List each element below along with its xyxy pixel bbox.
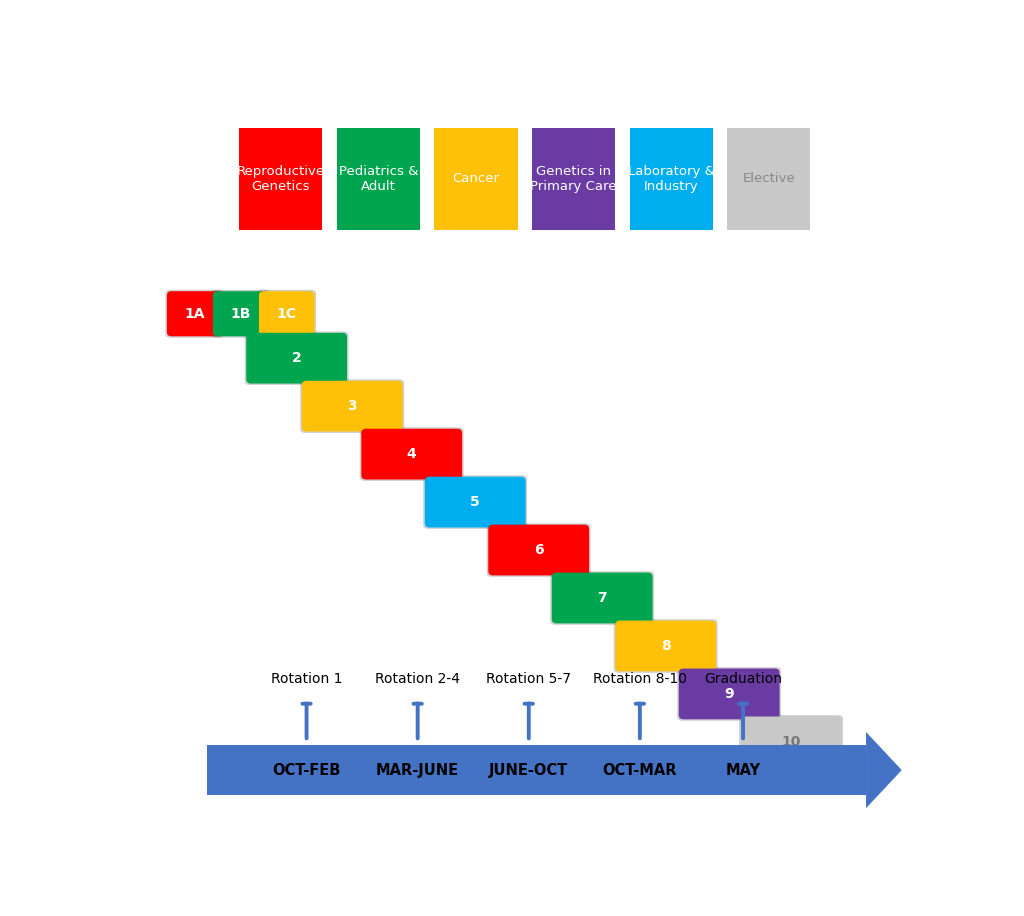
Text: Graduation: Graduation: [705, 672, 782, 686]
Text: Laboratory &
Industry: Laboratory & Industry: [628, 165, 715, 192]
FancyBboxPatch shape: [488, 525, 589, 575]
FancyBboxPatch shape: [211, 289, 270, 338]
Text: 9: 9: [724, 687, 734, 701]
Text: Pediatrics &
Adult: Pediatrics & Adult: [339, 165, 418, 192]
FancyBboxPatch shape: [300, 379, 404, 433]
Text: 6: 6: [534, 543, 544, 557]
Text: Reproductive
Genetics: Reproductive Genetics: [237, 165, 325, 192]
Text: 3: 3: [347, 399, 357, 413]
FancyBboxPatch shape: [337, 127, 420, 230]
Text: 7: 7: [597, 591, 607, 605]
FancyBboxPatch shape: [615, 620, 716, 671]
Text: 8: 8: [660, 639, 671, 653]
FancyBboxPatch shape: [213, 291, 268, 336]
Text: Rotation 5-7: Rotation 5-7: [486, 672, 571, 686]
FancyBboxPatch shape: [359, 427, 464, 481]
FancyBboxPatch shape: [486, 523, 591, 577]
FancyBboxPatch shape: [727, 127, 811, 230]
Text: 5: 5: [470, 495, 480, 509]
FancyBboxPatch shape: [739, 715, 843, 769]
FancyBboxPatch shape: [207, 745, 866, 795]
Text: MAY: MAY: [725, 763, 761, 778]
FancyBboxPatch shape: [679, 669, 779, 719]
Text: Rotation 2-4: Rotation 2-4: [375, 672, 460, 686]
Text: Rotation 1: Rotation 1: [270, 672, 342, 686]
Text: MAR-JUNE: MAR-JUNE: [376, 763, 459, 778]
FancyBboxPatch shape: [259, 291, 314, 336]
Text: JUNE-OCT: JUNE-OCT: [489, 763, 568, 778]
FancyBboxPatch shape: [257, 289, 316, 338]
Text: 10: 10: [781, 735, 801, 749]
FancyBboxPatch shape: [550, 572, 654, 625]
FancyBboxPatch shape: [613, 619, 718, 672]
FancyBboxPatch shape: [423, 475, 527, 529]
Text: 4: 4: [407, 447, 417, 461]
FancyBboxPatch shape: [434, 127, 518, 230]
FancyBboxPatch shape: [552, 572, 652, 624]
FancyBboxPatch shape: [361, 429, 462, 479]
Text: Elective: Elective: [742, 172, 796, 185]
FancyBboxPatch shape: [302, 381, 402, 431]
FancyBboxPatch shape: [740, 716, 842, 768]
FancyBboxPatch shape: [531, 127, 615, 230]
FancyBboxPatch shape: [246, 333, 347, 384]
Text: 1C: 1C: [276, 307, 297, 321]
FancyBboxPatch shape: [165, 289, 224, 338]
Text: Cancer: Cancer: [453, 172, 500, 185]
FancyBboxPatch shape: [240, 127, 323, 230]
Polygon shape: [866, 732, 902, 808]
Text: 1B: 1B: [230, 307, 251, 321]
FancyBboxPatch shape: [425, 476, 525, 528]
Text: Genetics in
Primary Care: Genetics in Primary Care: [530, 165, 616, 192]
Text: 1A: 1A: [184, 307, 205, 321]
Text: Rotation 8-10: Rotation 8-10: [593, 672, 687, 686]
Text: OCT-FEB: OCT-FEB: [272, 763, 341, 778]
FancyBboxPatch shape: [167, 291, 222, 336]
FancyBboxPatch shape: [630, 127, 713, 230]
Text: 2: 2: [292, 351, 301, 365]
FancyBboxPatch shape: [677, 667, 781, 721]
Text: OCT-MAR: OCT-MAR: [602, 763, 677, 778]
FancyBboxPatch shape: [245, 332, 348, 385]
